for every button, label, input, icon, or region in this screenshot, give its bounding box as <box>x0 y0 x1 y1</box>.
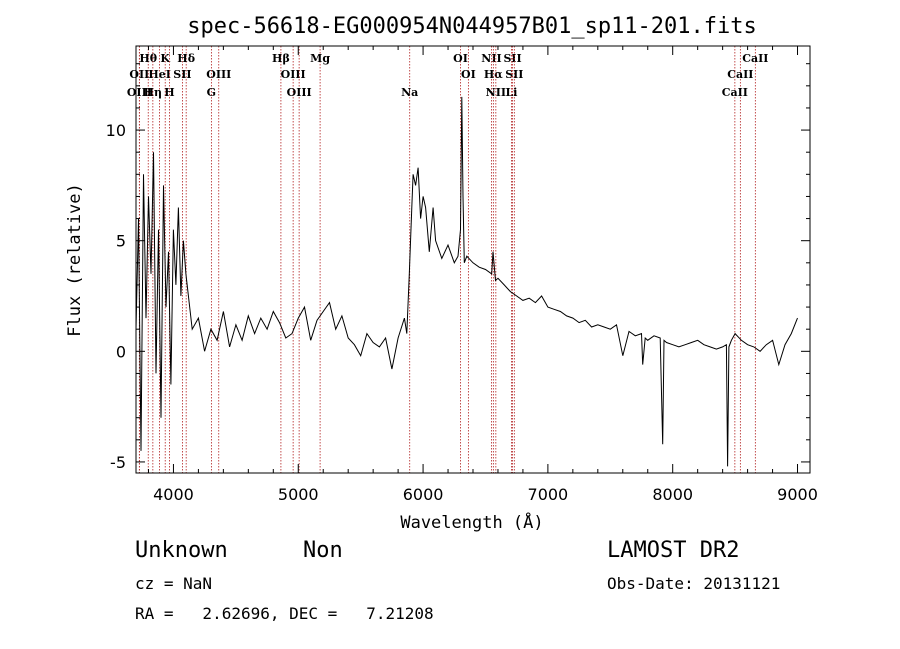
cz-label: cz = NaN <box>135 574 213 593</box>
line-label: SII <box>505 68 523 81</box>
line-label: Hβ <box>272 52 290 65</box>
line-label: Li <box>505 86 517 99</box>
x-tick-label: 5000 <box>278 485 319 504</box>
y-tick-label: 10 <box>106 121 126 140</box>
line-label: Hα <box>484 68 503 81</box>
line-label: Na <box>401 86 418 99</box>
y-tick-label: 0 <box>116 342 126 361</box>
line-label: NII <box>481 52 501 65</box>
x-tick-label: 7000 <box>528 485 569 504</box>
obs-date-label: Obs-Date: 20131121 <box>607 574 781 593</box>
line-label: G <box>207 86 216 99</box>
line-label: OIII <box>281 68 306 81</box>
x-tick-label: 4000 <box>153 485 194 504</box>
radec-label: RA = 2.62696, DEC = 7.21208 <box>135 604 434 623</box>
spectrum-series-line <box>135 96 798 467</box>
line-label: OI <box>453 52 468 65</box>
line-label: H <box>164 86 174 99</box>
x-axis-label: Wavelength (Å) <box>400 511 543 533</box>
x-tick-label: 8000 <box>652 485 693 504</box>
line-label: HeI <box>148 68 171 81</box>
line-label: OIII <box>287 86 312 99</box>
line-label: OIII <box>206 68 231 81</box>
x-tick-label: 6000 <box>403 485 444 504</box>
line-label: Hη <box>144 86 162 99</box>
classification-label: Unknown <box>135 538 228 563</box>
plot-frame <box>135 45 811 474</box>
line-label: NII <box>486 86 506 99</box>
line-label: Hθ <box>139 52 157 65</box>
line-label: CaII <box>742 52 768 65</box>
chart-title: spec-56618-EG000954N044957B01_sp11-201.f… <box>187 14 757 39</box>
line-label: CaII <box>722 86 748 99</box>
line-label: OIII <box>127 86 152 99</box>
line-label: K <box>160 52 170 65</box>
subclass-label: Non <box>303 538 343 563</box>
y-axis-label: Flux (relative) <box>65 183 85 337</box>
y-tick-label: 5 <box>116 232 126 251</box>
line-label: Mg <box>310 52 330 65</box>
x-tick-label: 9000 <box>777 485 818 504</box>
survey-label: LAMOST DR2 <box>607 538 740 563</box>
line-label: Hδ <box>177 52 195 65</box>
line-label: SII <box>503 52 521 65</box>
line-label: CaII <box>727 68 753 81</box>
line-label: OI <box>461 68 476 81</box>
y-tick-label: -5 <box>110 453 126 472</box>
line-label: SII <box>173 68 191 81</box>
